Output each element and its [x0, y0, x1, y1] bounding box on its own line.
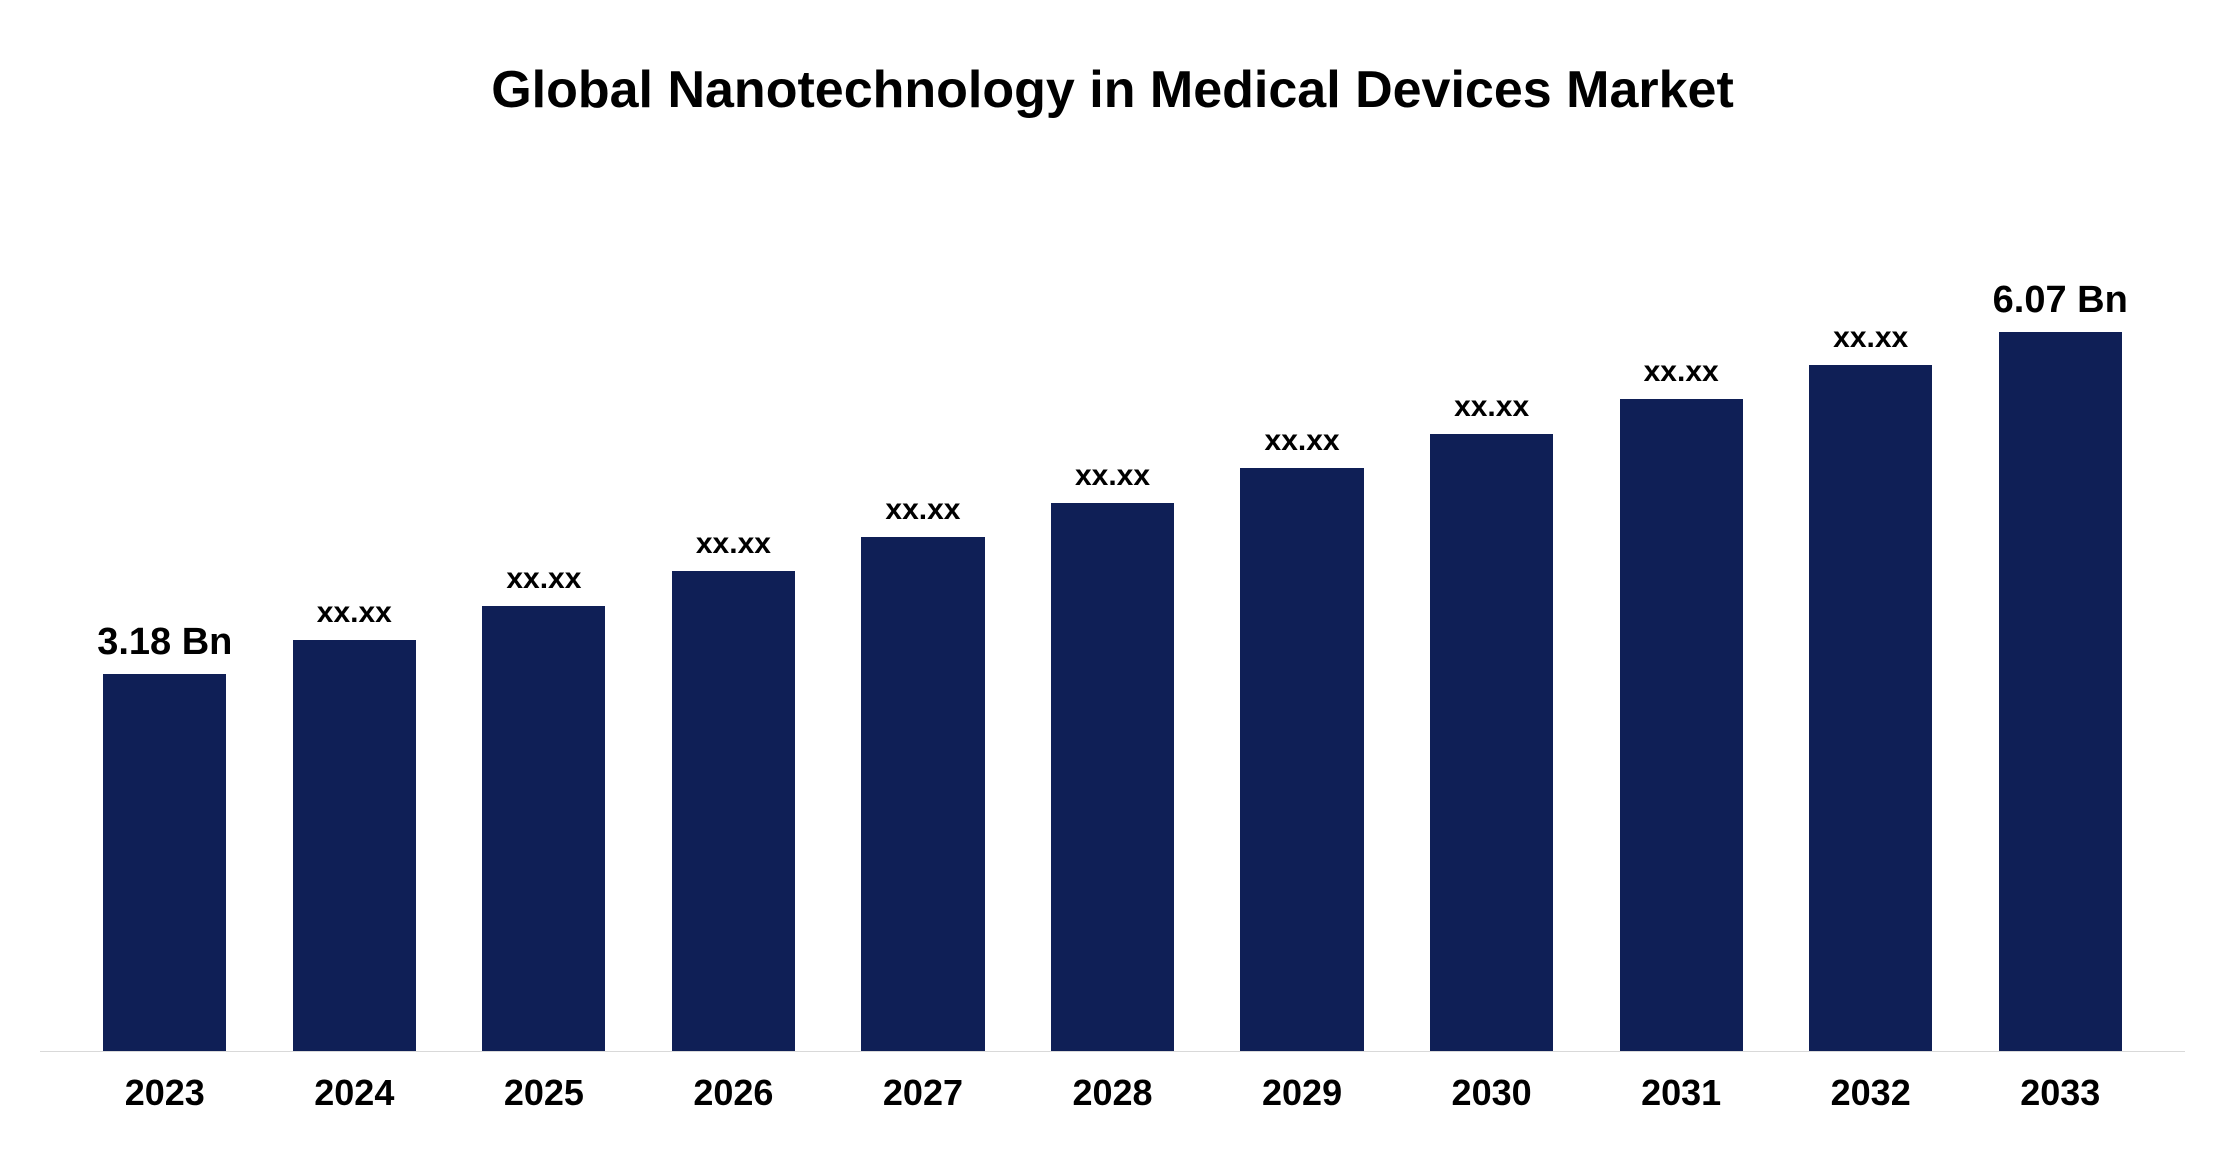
bar-label-10: 6.07 Bn [1993, 279, 2128, 322]
bar-label-6: xx.xx [1265, 424, 1340, 458]
bar-label-5: xx.xx [1075, 459, 1150, 493]
bar-col-9: xx.xx [1776, 321, 1966, 1051]
bar-3 [672, 571, 795, 1051]
xlabel-8: 2031 [1586, 1072, 1776, 1114]
bar-col-10: 6.07 Bn [1965, 279, 2155, 1051]
bar-7 [1430, 434, 1553, 1051]
bar-col-0: 3.18 Bn [70, 621, 260, 1051]
xlabel-6: 2029 [1207, 1072, 1397, 1114]
bar-label-3: xx.xx [696, 527, 771, 561]
bar-col-4: xx.xx [828, 493, 1018, 1051]
bar-label-7: xx.xx [1454, 390, 1529, 424]
xlabel-7: 2030 [1397, 1072, 1587, 1114]
bar-col-8: xx.xx [1586, 355, 1776, 1051]
bar-6 [1240, 468, 1363, 1051]
bar-label-4: xx.xx [885, 493, 960, 527]
bar-0 [103, 674, 226, 1051]
bar-col-6: xx.xx [1207, 424, 1397, 1051]
bar-label-1: xx.xx [317, 596, 392, 630]
xlabel-3: 2026 [639, 1072, 829, 1114]
bar-2 [482, 606, 605, 1051]
chart-title: Global Nanotechnology in Medical Devices… [40, 60, 2185, 120]
bar-9 [1809, 365, 1932, 1051]
bar-col-1: xx.xx [260, 596, 450, 1051]
x-axis: 2023 2024 2025 2026 2027 2028 2029 2030 … [40, 1052, 2185, 1114]
bar-col-7: xx.xx [1397, 390, 1587, 1051]
bar-1 [293, 640, 416, 1051]
xlabel-1: 2024 [260, 1072, 450, 1114]
bar-col-2: xx.xx [449, 562, 639, 1051]
xlabel-0: 2023 [70, 1072, 260, 1114]
bar-4 [861, 537, 984, 1051]
bar-chart: Global Nanotechnology in Medical Devices… [40, 60, 2185, 1114]
xlabel-2: 2025 [449, 1072, 639, 1114]
bar-col-3: xx.xx [639, 527, 829, 1051]
xlabel-9: 2032 [1776, 1072, 1966, 1114]
bar-label-9: xx.xx [1833, 321, 1908, 355]
bar-col-5: xx.xx [1018, 459, 1208, 1051]
xlabel-10: 2033 [1965, 1072, 2155, 1114]
xlabel-4: 2027 [828, 1072, 1018, 1114]
plot-area: 3.18 Bn xx.xx xx.xx xx.xx xx.xx xx.xx xx… [40, 170, 2185, 1052]
bar-10 [1999, 332, 2122, 1051]
bar-5 [1051, 503, 1174, 1051]
bar-label-2: xx.xx [506, 562, 581, 596]
bar-8 [1620, 399, 1743, 1051]
bar-label-8: xx.xx [1644, 355, 1719, 389]
xlabel-5: 2028 [1018, 1072, 1208, 1114]
bar-label-0: 3.18 Bn [97, 621, 232, 664]
